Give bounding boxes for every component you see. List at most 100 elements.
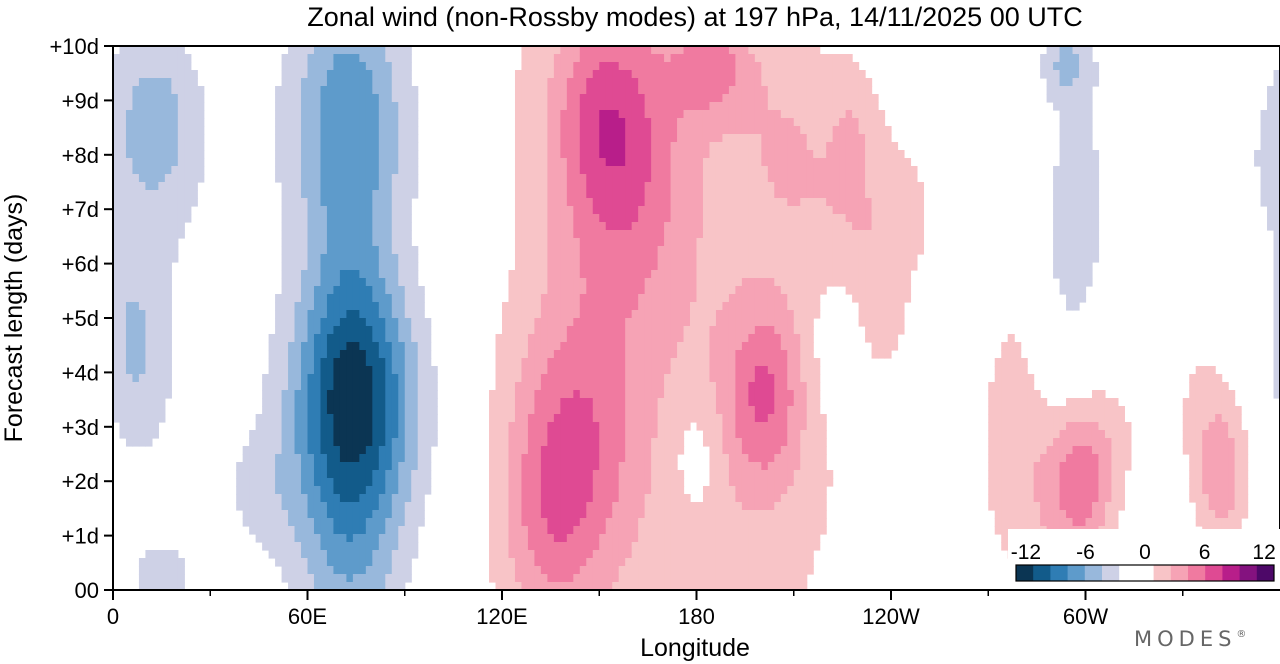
field-cell <box>728 94 736 103</box>
field-cell <box>1189 406 1197 415</box>
field-cell <box>553 118 561 127</box>
field-cell <box>1085 46 1093 55</box>
field-cell <box>787 222 795 231</box>
field-cell <box>722 78 730 87</box>
field-cell <box>307 78 315 87</box>
field-cell <box>1027 390 1035 399</box>
field-cell <box>333 86 341 95</box>
field-cell <box>177 206 185 215</box>
field-cell <box>787 70 795 79</box>
field-cell <box>664 310 672 319</box>
field-cell <box>398 102 406 111</box>
field-cell <box>806 238 814 247</box>
field-cell <box>702 206 711 215</box>
field-cell <box>878 278 886 287</box>
field-cell <box>417 334 425 343</box>
field-cell <box>839 278 847 287</box>
field-cell <box>916 214 925 223</box>
field-cell <box>780 174 788 183</box>
field-cell <box>800 182 808 191</box>
field-cell <box>1066 414 1074 423</box>
field-cell <box>722 214 730 223</box>
field-cell <box>670 262 678 271</box>
field-cell <box>618 406 626 415</box>
field-cell <box>119 118 127 127</box>
field-cell <box>741 126 749 135</box>
field-cell <box>618 78 626 87</box>
field-cell <box>800 150 808 159</box>
field-cell <box>599 414 607 423</box>
field-cell <box>320 366 328 375</box>
field-cell <box>845 230 853 239</box>
field-cell <box>793 318 801 327</box>
field-cell <box>1195 390 1203 399</box>
field-cell <box>806 390 814 399</box>
field-cell <box>664 270 672 279</box>
field-cell <box>378 414 386 423</box>
field-cell <box>644 246 652 255</box>
field-cell <box>391 222 399 231</box>
field-cell <box>884 246 892 255</box>
field-cell <box>404 134 412 143</box>
field-cell <box>605 94 613 103</box>
field-cell <box>832 270 840 279</box>
field-cell <box>767 326 775 335</box>
field-cell <box>767 86 775 95</box>
field-cell <box>774 350 782 359</box>
field-cell <box>514 438 523 447</box>
field-cell <box>696 118 704 127</box>
field-cell <box>865 254 873 263</box>
field-cell <box>1027 374 1035 383</box>
field-cell <box>385 326 393 335</box>
field-cell <box>527 198 536 207</box>
field-cell <box>891 262 899 271</box>
field-cell <box>307 190 315 199</box>
field-cell <box>320 158 328 167</box>
field-cell <box>385 134 393 143</box>
field-cell <box>664 166 672 175</box>
field-cell <box>865 150 873 159</box>
field-cell <box>670 270 678 279</box>
field-cell <box>294 366 302 375</box>
field-cell <box>566 230 574 239</box>
field-cell <box>735 254 743 263</box>
field-cell <box>1046 46 1054 55</box>
field-cell <box>644 134 652 143</box>
field-cell <box>197 150 205 159</box>
field-cell <box>197 94 205 103</box>
field-cell <box>320 134 328 143</box>
field-cell <box>339 62 347 71</box>
field-cell <box>339 206 347 215</box>
field-cell <box>787 182 795 191</box>
field-cell <box>320 150 328 159</box>
field-cell <box>865 118 873 127</box>
field-cell <box>281 358 289 367</box>
field-cell <box>884 310 892 319</box>
field-cell <box>780 94 788 103</box>
field-cell <box>806 430 814 439</box>
field-cell <box>664 294 672 303</box>
field-cell <box>378 142 386 151</box>
field-cell <box>1053 94 1061 103</box>
field-cell <box>903 238 912 247</box>
field-cell <box>612 326 620 335</box>
field-cell <box>560 398 568 407</box>
field-cell <box>741 302 749 311</box>
field-cell <box>657 190 665 199</box>
field-cell <box>1040 62 1048 71</box>
field-cell <box>865 198 873 207</box>
field-cell <box>398 286 406 295</box>
field-cell <box>741 406 749 415</box>
field-cell <box>664 286 672 295</box>
field-cell <box>398 70 406 79</box>
field-cell <box>722 414 730 423</box>
field-cell <box>281 326 289 335</box>
field-cell <box>1027 414 1035 423</box>
field-cell <box>339 342 347 351</box>
field-cell <box>424 366 432 375</box>
field-cell <box>806 230 814 239</box>
field-cell <box>839 94 847 103</box>
field-cell <box>884 142 892 151</box>
field-cell <box>378 78 386 87</box>
field-cell <box>1085 222 1093 231</box>
